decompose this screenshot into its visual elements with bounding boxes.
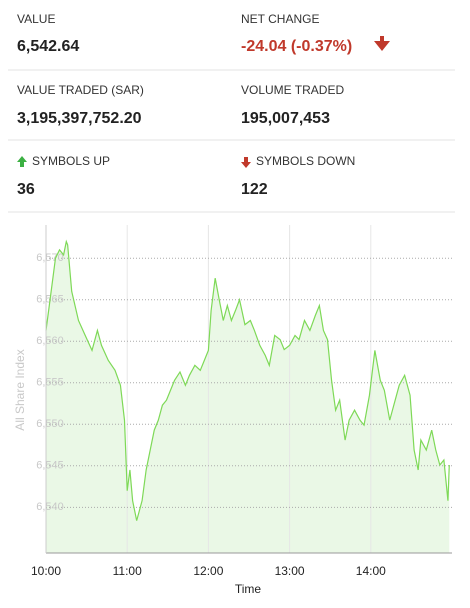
series-line [45, 239, 450, 521]
chart: 10:00 11:00 12:00 13:00 14:00 6,540 6,545 6,550… [31, 225, 452, 578]
y-tick-label: 6,555 [36, 377, 64, 389]
stat-value: 195,007,453 [241, 110, 330, 127]
stat-label: VOLUME TRADED [241, 83, 344, 97]
up-arrow [17, 156, 27, 167]
x-tick-label: 11:00 [113, 564, 142, 578]
stat-label: SYMBOLS UP [32, 154, 110, 168]
x-axis-title: Time [235, 582, 262, 596]
x-tick-label: 10:00 [31, 564, 61, 578]
x-tick-label: 13:00 [275, 564, 305, 578]
area-fill [46, 241, 450, 553]
stat-value: 122 [241, 181, 268, 198]
x-tick-label: 14:00 [356, 564, 386, 578]
y-tick-label: 6,570 [36, 252, 64, 264]
y-tick-label: 6,560 [36, 335, 64, 347]
x-tick-label: 12:00 [193, 564, 223, 578]
stat-label: VALUE [17, 12, 55, 26]
down-arrow [241, 157, 251, 168]
y-tick-label: 6,545 [36, 460, 64, 472]
stat-value: 36 [17, 181, 35, 198]
y-tick-label: 6,550 [36, 418, 64, 430]
stat-value: -24.04 (-0.37%) [241, 38, 352, 55]
stat-label: SYMBOLS DOWN [256, 154, 355, 168]
down-arrow [374, 36, 390, 51]
stat-label: NET CHANGE [241, 12, 319, 26]
y-tick-label: 6,540 [36, 501, 64, 513]
stat-value: 3,195,397,752.20 [17, 110, 142, 127]
stat-value: 6,542.64 [17, 38, 79, 55]
y-axis-title: All Share Index [13, 349, 27, 430]
stat-label: VALUE TRADED (SAR) [17, 83, 144, 97]
